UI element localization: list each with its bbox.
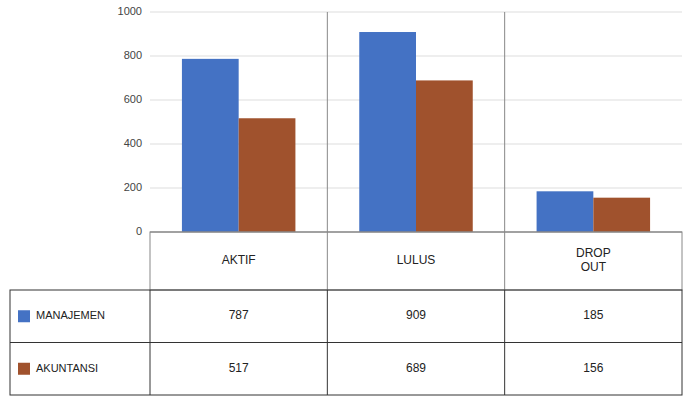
divider: [504, 12, 505, 290]
table-col-line: [150, 290, 151, 395]
grid: [150, 12, 682, 232]
legend-swatch: [18, 363, 30, 375]
legend-label: AKUNTANSI: [36, 362, 98, 374]
category-label: AKTIF: [222, 253, 256, 267]
category-label: LULUS: [397, 253, 436, 267]
category-label-line: OUT: [581, 260, 607, 274]
y-tick-label: 200: [124, 181, 142, 193]
table-col-line: [504, 290, 505, 395]
table: [10, 290, 682, 395]
bar: [239, 118, 296, 232]
y-tick-label: 400: [124, 137, 142, 149]
legend-label: MANAJEMEN: [36, 309, 105, 321]
table-value: 185: [583, 308, 603, 322]
category-label: DROPOUT: [576, 246, 611, 274]
y-tick-label: 0: [136, 225, 142, 237]
table-row-line: [10, 342, 682, 343]
divider: [327, 12, 328, 290]
table-value: 517: [229, 361, 249, 375]
table-col-line: [327, 290, 328, 395]
table-value: 689: [406, 361, 426, 375]
y-tick-label: 600: [124, 93, 142, 105]
y-tick-label: 1000: [118, 5, 142, 17]
table-value: 156: [583, 361, 603, 375]
y-tick-label: 800: [124, 49, 142, 61]
bars: [182, 32, 650, 232]
bar: [182, 59, 239, 232]
chart: 0 200 400 600 800 1000 AKTIF LULUS DROPOUT MANAJE…: [0, 0, 695, 405]
category-label-line: AKTIF: [222, 253, 256, 267]
table-value: 787: [229, 308, 249, 322]
bar: [593, 198, 650, 232]
category-label-line: LULUS: [397, 253, 436, 267]
grid-line: [150, 12, 682, 13]
category-row: [150, 232, 682, 290]
category-label-line: DROP: [576, 246, 611, 260]
bar: [359, 32, 416, 232]
legend-swatch: [18, 310, 30, 322]
bar: [537, 191, 594, 232]
table-value: 909: [406, 308, 426, 322]
bar: [416, 80, 473, 232]
